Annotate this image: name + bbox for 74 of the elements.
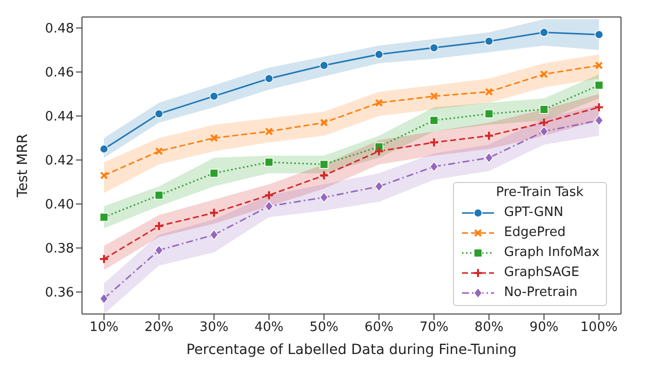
point [100,144,108,154]
y-axis-title: Test MRR [14,133,31,198]
x-tick-label: 60% [364,320,394,336]
point [210,92,218,101]
point [154,221,164,231]
point [374,50,384,59]
point [430,116,438,125]
point [594,115,604,126]
point [210,168,218,178]
point [484,130,494,141]
point [374,146,384,156]
point [154,190,164,200]
point [210,134,218,142]
y-tick-label: 0.38 [45,242,74,257]
point [100,293,108,304]
point [320,61,328,70]
point [594,80,604,90]
x-axis-title: Percentage of Labelled Data during Fine-Tuning [186,342,517,358]
point [264,74,274,83]
legend-title: Pre-Train Task [494,185,585,201]
point [209,208,219,218]
point [100,212,108,222]
point [539,118,549,128]
point [375,98,383,107]
y-tick-label: 0.48 [45,22,74,37]
x-tick-label: 70% [420,320,448,336]
point [264,158,274,167]
legend-label: GraphSAGE [504,265,580,281]
point [320,118,328,127]
point [540,70,548,78]
point [430,92,438,100]
legend-label: GPT-GNN [504,205,564,221]
x-tick-label: 50% [310,320,338,336]
y-tick-label: 0.42 [45,154,74,169]
legend-label: No-Pretrain [504,285,578,301]
point [484,152,494,164]
x-tick-label: 90% [530,320,558,336]
point [264,200,274,212]
point [540,126,548,137]
legend-label: EdgePred [504,225,566,241]
x-tick-label: 40% [254,320,284,336]
point [484,109,494,118]
y-tick-label: 0.36 [45,286,74,301]
point [484,36,494,46]
point [540,28,548,37]
point [265,127,273,136]
point [594,102,604,112]
point [595,61,603,70]
x-tick-label: 100% [580,320,618,336]
point [540,105,548,114]
x-tick-label: 10% [90,320,118,336]
point [100,171,108,180]
x-tick-label: 80% [474,320,504,336]
point [320,160,328,169]
point [155,147,163,156]
x-tick-label: 20% [144,320,174,336]
y-tick-label: 0.46 [45,66,74,81]
legend-label: Graph InfoMax [504,245,600,261]
y-tick-label: 0.44 [45,110,74,125]
point [430,43,438,52]
point [264,190,274,200]
point [319,170,329,180]
y-tick-label: 0.40 [45,198,74,213]
point [594,30,604,39]
point [320,192,328,203]
point [154,244,164,256]
point [154,109,164,118]
x-tick-label: 30% [200,320,228,336]
point [430,161,438,172]
point [374,181,384,192]
point [210,229,218,240]
point [429,137,439,148]
point [99,254,109,264]
point [485,88,493,96]
